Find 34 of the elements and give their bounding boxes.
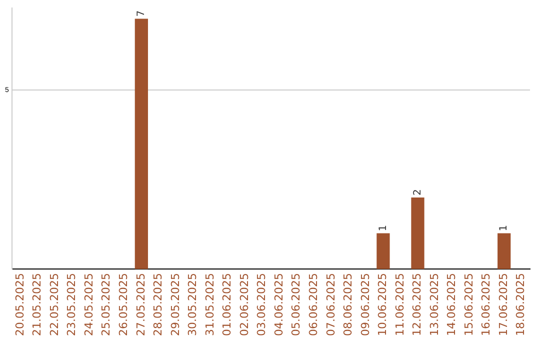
x-tick-label: 15.06.2025 [462,273,476,336]
x-tick-label: 26.05.2025 [117,273,130,336]
x-tick-label: 29.05.2025 [168,273,182,336]
x-tick-label: 28.05.2025 [152,273,165,336]
x-tick-label: 23.05.2025 [65,273,78,336]
x-tick-label: 18.06.2025 [514,273,528,336]
x-tick-label: 08.06.2025 [342,273,355,336]
x-tick-label: 20.05.2025 [13,273,26,336]
x-tick-label: 09.06.2025 [358,273,372,336]
x-tick-label: 22.05.2025 [48,273,61,336]
x-tick-label: 30.05.2025 [186,273,200,336]
x-tick-label: 13.06.2025 [428,273,441,336]
x-tick-label: 04.06.2025 [272,273,286,336]
data-label: 7 [136,10,148,17]
x-tick-label: 01.06.2025 [220,273,234,336]
x-tick-label: 31.05.2025 [203,273,216,336]
x-tick-label: 02.06.2025 [238,273,251,336]
x-tick-label: 21.05.2025 [30,273,44,336]
data-label: 1 [378,224,389,232]
x-tick-label: 11.06.2025 [393,273,406,336]
data-label: 2 [412,189,424,196]
x-tick-label: 16.06.2025 [480,273,493,336]
x-tick-label: 14.06.2025 [445,273,458,336]
x-tick-label: 17.06.2025 [496,273,510,336]
x-tick-label: 03.06.2025 [255,273,268,336]
x-tick-label: 24.05.2025 [82,273,96,336]
x-tick-label: 06.06.2025 [306,273,320,336]
x-tick-label: 25.05.2025 [100,273,113,336]
x-tick-label: 12.06.2025 [410,273,424,336]
x-tick-label: 10.06.2025 [376,273,390,336]
data-label: 1 [498,224,510,232]
x-tick-label: 05.06.2025 [290,273,303,336]
x-tick-label: 27.05.2025 [134,273,148,336]
x-tick-label: 07.06.2025 [324,273,338,336]
